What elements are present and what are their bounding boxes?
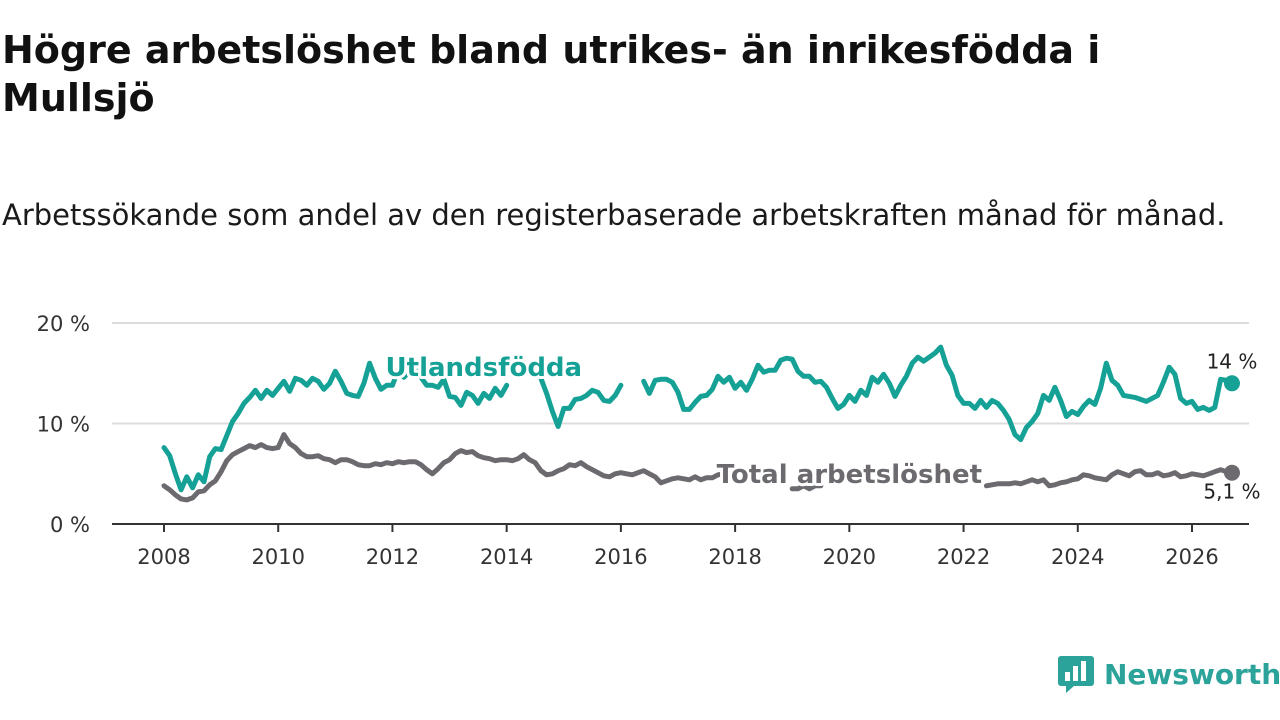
grid-lines bbox=[112, 322, 1249, 525]
series-label-utlandsfödda: Utlandsfödda bbox=[386, 353, 583, 383]
series-endpoint-total-arbetslöshet bbox=[1223, 464, 1240, 481]
brand-name: Newsworthy bbox=[1104, 657, 1280, 691]
x-tick-label: 2008 bbox=[137, 545, 190, 569]
series-endpoint-utlandsfödda bbox=[1223, 375, 1240, 392]
chart-subtitle: Arbetssökande som andel av den registerb… bbox=[2, 198, 1226, 232]
end-value-label-utlandsfodda: 14 % bbox=[1207, 349, 1258, 373]
x-tick-label: 2016 bbox=[594, 545, 647, 569]
series-line-total-arbetslöshet bbox=[161, 432, 1235, 503]
bar-chart-speech-bubble-icon bbox=[1058, 656, 1094, 693]
end-value-label-total: 5,1 % bbox=[1203, 480, 1260, 504]
series-line-utlandsfödda bbox=[161, 344, 1235, 493]
y-tick-label: 20 % bbox=[37, 312, 90, 336]
x-tick-label: 2014 bbox=[480, 545, 533, 569]
x-tick-label: 2012 bbox=[366, 545, 419, 569]
x-tick-label: 2010 bbox=[251, 545, 304, 569]
x-axis-ticks: 2008 2010 2012 2014 2016 2018 2020 2022 2024 2026 bbox=[137, 524, 1219, 569]
y-tick-label: 0 % bbox=[50, 513, 90, 537]
x-tick-label: 2020 bbox=[823, 545, 876, 569]
series-label-total-arbetslöshet: Total arbetslöshet bbox=[717, 460, 982, 490]
series-labels: Utlandsfödda Total arbetslöshet 14 % 5,1 % bbox=[383, 347, 1263, 505]
series-lines bbox=[161, 344, 1240, 503]
x-tick-label: 2018 bbox=[708, 545, 761, 569]
newsworthy-logo: Newsworthy bbox=[1058, 654, 1280, 694]
y-tick-label: 10 % bbox=[37, 413, 90, 437]
chart-title: Högre arbetslöshet bland utrikes- än inr… bbox=[2, 28, 1101, 120]
x-tick-label: 2024 bbox=[1051, 545, 1104, 569]
y-axis-ticks: 0 % 10 % 20 % bbox=[37, 312, 90, 537]
x-tick-label: 2026 bbox=[1165, 545, 1218, 569]
x-tick-label: 2022 bbox=[937, 545, 990, 569]
